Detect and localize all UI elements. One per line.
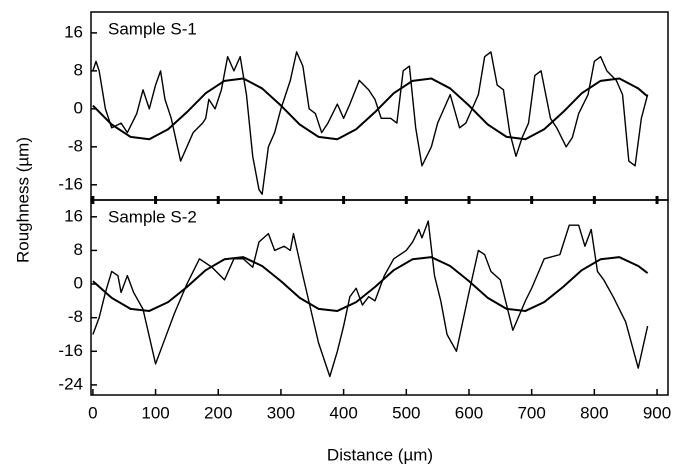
x-tick-label: 700 bbox=[517, 403, 545, 422]
plot-frame bbox=[90, 199, 669, 396]
profile-line bbox=[92, 256, 649, 312]
y-tick-label: -24 bbox=[58, 374, 83, 393]
x-tick-label: 200 bbox=[204, 403, 232, 422]
plot-frame bbox=[90, 11, 669, 201]
x-tick-label: 100 bbox=[141, 403, 169, 422]
y-tick-label: 0 bbox=[74, 274, 83, 293]
profile-line bbox=[92, 77, 649, 141]
y-tick-label: -8 bbox=[68, 307, 83, 326]
profile-line bbox=[92, 220, 649, 378]
y-axis-label: Roughness (µm) bbox=[13, 137, 32, 263]
y-tick-label: -16 bbox=[58, 341, 83, 360]
x-tick-label: 500 bbox=[392, 403, 420, 422]
y-tick-label: 8 bbox=[74, 60, 83, 79]
y-tick-label: -8 bbox=[68, 136, 83, 155]
y-tick-label: -16 bbox=[58, 174, 83, 193]
x-tick-label: 0 bbox=[88, 403, 97, 422]
x-tick-label: 400 bbox=[329, 403, 357, 422]
y-tick-label: 16 bbox=[64, 22, 83, 41]
panel-label: Sample S-2 bbox=[108, 207, 197, 226]
panel-label: Sample S-1 bbox=[108, 19, 197, 38]
y-tick-label: 0 bbox=[74, 98, 83, 117]
profile-line bbox=[92, 51, 649, 195]
y-tick-label: 8 bbox=[74, 240, 83, 259]
x-axis-label: Distance (µm) bbox=[327, 445, 433, 464]
x-tick-label: 300 bbox=[267, 403, 295, 422]
x-tick-label: 900 bbox=[643, 403, 671, 422]
x-tick-label: 800 bbox=[580, 403, 608, 422]
x-tick-label: 600 bbox=[455, 403, 483, 422]
y-tick-label: 16 bbox=[64, 206, 83, 225]
